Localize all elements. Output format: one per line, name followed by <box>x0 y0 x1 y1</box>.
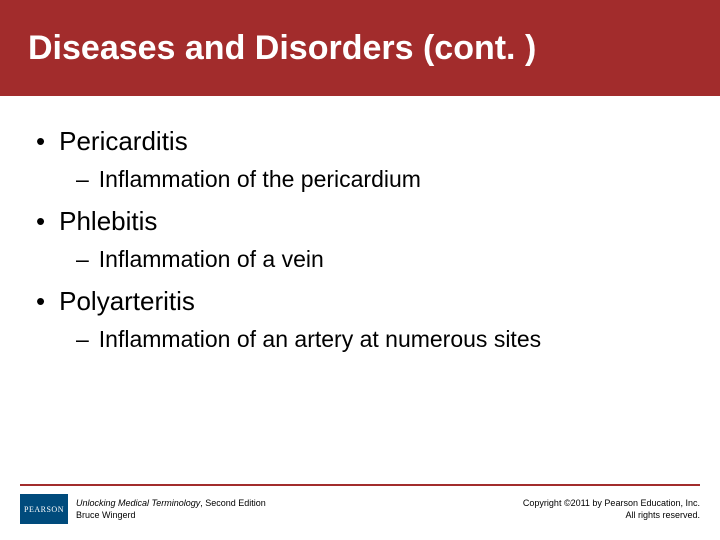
title-bar: Diseases and Disorders (cont. ) <box>0 0 720 96</box>
copyright-line1: Copyright ©2011 by Pearson Education, In… <box>523 498 700 508</box>
slide-title: Diseases and Disorders (cont. ) <box>28 29 536 68</box>
dash-icon: – <box>76 244 89 274</box>
dash-icon: – <box>76 164 89 194</box>
content-area: • Pericarditis – Inflammation of the per… <box>0 96 720 354</box>
book-edition: , Second Edition <box>200 498 266 508</box>
bullet-item: • Pericarditis <box>30 124 690 158</box>
bullet-label: Polyarteritis <box>59 284 195 318</box>
book-info: Unlocking Medical Terminology, Second Ed… <box>76 497 266 521</box>
pearson-logo: PEARSON <box>20 494 68 524</box>
sub-label: Inflammation of an artery at numerous si… <box>99 324 541 354</box>
bullet-dot-icon: • <box>36 124 45 158</box>
bullet-dot-icon: • <box>36 204 45 238</box>
footer: PEARSON Unlocking Medical Terminology, S… <box>20 490 700 528</box>
sub-item: – Inflammation of a vein <box>76 244 690 274</box>
sub-label: Inflammation of a vein <box>99 244 324 274</box>
dash-icon: – <box>76 324 89 354</box>
sub-label: Inflammation of the pericardium <box>99 164 421 194</box>
bullet-label: Phlebitis <box>59 204 157 238</box>
footer-divider <box>20 484 700 486</box>
sub-item: – Inflammation of the pericardium <box>76 164 690 194</box>
book-author: Bruce Wingerd <box>76 510 136 520</box>
footer-left: PEARSON Unlocking Medical Terminology, S… <box>20 494 266 524</box>
bullet-label: Pericarditis <box>59 124 188 158</box>
copyright: Copyright ©2011 by Pearson Education, In… <box>523 497 700 521</box>
bullet-item: • Polyarteritis <box>30 284 690 318</box>
book-title: Unlocking Medical Terminology <box>76 498 200 508</box>
copyright-line2: All rights reserved. <box>625 510 700 520</box>
sub-item: – Inflammation of an artery at numerous … <box>76 324 690 354</box>
bullet-dot-icon: • <box>36 284 45 318</box>
bullet-item: • Phlebitis <box>30 204 690 238</box>
